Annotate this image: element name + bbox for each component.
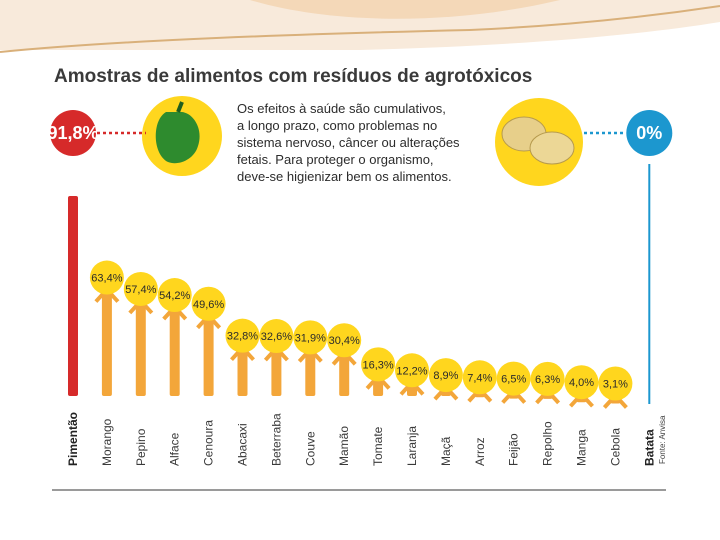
data-label: 54,2%	[159, 290, 190, 302]
note-line: a longo prazo, como problemas no	[237, 118, 437, 133]
value-disc	[395, 353, 429, 388]
bar	[101, 291, 112, 396]
potato-illustration	[495, 98, 583, 186]
data-label: 3,1%	[603, 379, 628, 391]
data-label: 57,4%	[125, 284, 156, 296]
value-disc	[530, 361, 565, 396]
value-disc	[428, 358, 463, 393]
bar	[169, 309, 180, 396]
data-label: 63,4%	[91, 273, 122, 285]
bar	[339, 354, 350, 396]
note-line: sistema nervoso, câncer ou alterações	[237, 135, 460, 150]
value-disc	[327, 323, 362, 358]
bar	[271, 350, 282, 396]
tick-label: Tomate	[371, 426, 385, 466]
value-disc	[496, 361, 531, 396]
tick-label: Batata	[642, 429, 656, 466]
data-label: 0%	[636, 123, 662, 143]
data-label: 6,3%	[535, 374, 560, 386]
note-line: Os efeitos à saúde são cumulativos,	[237, 101, 446, 116]
data-label: 16,3%	[362, 359, 393, 371]
bar	[373, 378, 384, 396]
max-value-badge	[50, 110, 96, 156]
value-disc	[123, 271, 158, 306]
note-line: deve-se higienizar bem os alimentos.	[237, 169, 452, 184]
value-disc	[225, 318, 260, 353]
data-label: 49,6%	[193, 299, 224, 311]
bar	[135, 302, 146, 396]
value-disc	[157, 278, 192, 313]
bar	[305, 351, 316, 396]
data-label: 8,9%	[433, 370, 458, 382]
value-disc	[259, 319, 294, 354]
bar	[237, 349, 248, 396]
bar	[68, 196, 78, 396]
tick-label: Cebola	[608, 428, 622, 466]
tick-label: Feijão	[507, 433, 521, 466]
value-disc	[293, 320, 328, 355]
data-label: 7,4%	[467, 372, 492, 384]
note-line: fetais. Para proteger o organismo,	[237, 152, 434, 167]
decorative-header-swoosh	[0, 0, 720, 53]
min-value-badge	[626, 110, 673, 156]
bar	[203, 317, 214, 396]
data-label: 32,6%	[261, 331, 292, 343]
data-label: 91,8%	[47, 123, 98, 143]
chart-title: Amostras de alimentos com resíduos de ag…	[54, 66, 532, 87]
tick-label: Maçã	[439, 436, 453, 466]
data-label: 4,0%	[569, 377, 594, 389]
data-label: 6,5%	[501, 374, 526, 386]
source-note: Fonte: Anvisa	[658, 415, 667, 464]
chart-note: Os efeitos à saúde são cumulativos, a lo…	[237, 101, 460, 184]
value-disc	[191, 286, 226, 321]
tick-label: Alface	[168, 432, 182, 466]
chart-marks: Pimentão 63,4% Morango 57,4% Pepino 54,2% Alfa…	[47, 110, 673, 466]
value-disc	[598, 366, 633, 401]
data-label: 12,2%	[396, 365, 427, 377]
tick-label: Mamão	[337, 426, 351, 466]
data-label: 31,9%	[295, 332, 326, 344]
tick-label: Abacaxi	[236, 423, 250, 466]
tick-label: Cenoura	[202, 420, 216, 466]
bell-pepper-illustration	[142, 96, 222, 176]
pesticide-residue-chart: Amostras de alimentos com resíduos de ag…	[47, 66, 673, 491]
tick-label: Manga	[575, 429, 589, 466]
tick-label: Pepino	[134, 428, 148, 466]
tick-label: Laranja	[405, 426, 419, 466]
tick-label: Pimentão	[66, 412, 80, 466]
tick-label: Repolho	[541, 421, 555, 466]
value-disc	[462, 360, 497, 395]
data-label: 32,8%	[227, 331, 258, 343]
data-label: 30,4%	[329, 335, 360, 347]
value-disc	[564, 365, 599, 400]
value-disc	[361, 347, 396, 382]
tick-label: Morango	[100, 418, 114, 466]
tick-label: Arroz	[473, 437, 487, 466]
tick-label: Beterraba	[269, 413, 283, 466]
value-disc	[89, 260, 124, 295]
tick-label: Couve	[303, 431, 317, 466]
